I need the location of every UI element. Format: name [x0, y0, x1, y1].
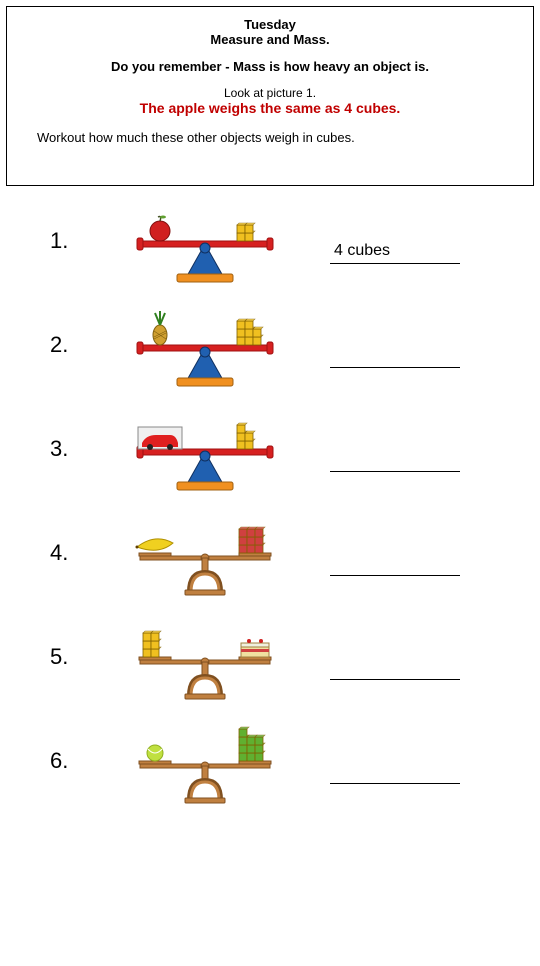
remember-text: Do you remember - Mass is how heavy an o… [27, 59, 513, 74]
question-number: 5. [50, 644, 100, 700]
workout-text: Workout how much these other objects wei… [27, 130, 513, 145]
answer-line[interactable] [330, 658, 460, 680]
answer-line[interactable]: 4 cubes [330, 242, 460, 264]
question-number: 6. [50, 748, 100, 804]
question-row: 2. [50, 308, 510, 388]
question-number: 4. [50, 540, 100, 596]
lesson-title: Measure and Mass. [27, 32, 513, 47]
day-label: Tuesday [27, 17, 513, 32]
question-number: 3. [50, 436, 100, 492]
question-row: 6. [50, 724, 510, 804]
question-row: 1. 4 cubes [50, 204, 510, 284]
question-row: 3. [50, 412, 510, 492]
balance-scale-illustration [100, 412, 310, 492]
balance-scale-illustration [100, 204, 310, 284]
balance-scale-illustration [100, 308, 310, 388]
balance-scale-illustration [100, 516, 310, 596]
header-box: Tuesday Measure and Mass. Do you remembe… [6, 6, 534, 186]
answer-line[interactable] [330, 450, 460, 472]
balance-scale-illustration [100, 620, 310, 700]
question-number: 2. [50, 332, 100, 388]
question-number: 1. [50, 228, 100, 284]
look-text: Look at picture 1. [27, 86, 513, 100]
example-text: The apple weighs the same as 4 cubes. [27, 100, 513, 116]
answer-line[interactable] [330, 762, 460, 784]
answer-line[interactable] [330, 554, 460, 576]
answer-line[interactable] [330, 346, 460, 368]
balance-scale-illustration [100, 724, 310, 804]
question-row: 5. [50, 620, 510, 700]
question-rows: 1. 4 cubes 2. 3. 4. 5. 6. [0, 186, 540, 804]
question-row: 4. [50, 516, 510, 596]
